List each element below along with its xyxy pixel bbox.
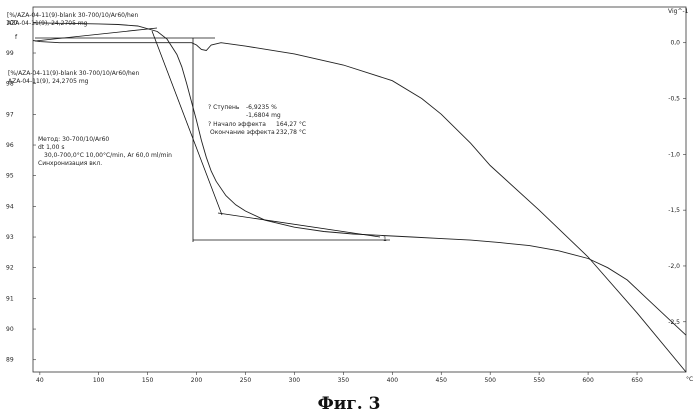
x-axis-unit-label: °C — [686, 376, 693, 383]
method-line-4: Синхронизация вкл. — [38, 160, 102, 167]
onset-label: ? Начало эффекта — [208, 121, 266, 128]
step-end-marker: 1 — [383, 236, 387, 243]
dtg-series-line — [33, 41, 686, 373]
x-tick-label: 650 — [631, 377, 643, 384]
x-tick-label: 250 — [240, 377, 252, 384]
endset-label: Окончание эффекта — [210, 129, 275, 136]
step-percent-value: -6,9235 % — [246, 104, 277, 111]
x-tick-label: 200 — [191, 377, 203, 384]
header-line-4: AZA-04-11(9), 24,2705 mg — [8, 78, 89, 85]
left-y-tick-label: 91 — [6, 295, 14, 302]
right-y-tick-label: -0,5 — [668, 96, 680, 103]
header-line-2: AZA-04-11(9), 24,2705 mg — [7, 20, 88, 27]
left-y-tick-label: 94 — [6, 203, 14, 210]
left-y-tick-label: 90 — [6, 326, 14, 333]
baseline-tangent-line — [35, 28, 157, 41]
left-y-tick-label: 95 — [6, 173, 14, 180]
x-tick-label: 100 — [93, 377, 105, 384]
x-tick-label: 600 — [582, 377, 594, 384]
left-y-tick-label: 92 — [6, 265, 14, 272]
x-tick-label: 150 — [142, 377, 154, 384]
figure-caption: Фиг. 3 — [318, 394, 381, 414]
x-tick-label: 40 — [36, 377, 44, 384]
x-tick-label: 500 — [484, 377, 496, 384]
x-tick-label: 300 — [289, 377, 301, 384]
method-line-1: Метод: 30-700/10/Ar60 — [38, 136, 109, 143]
right-y-tick-label: -2,5 — [668, 319, 680, 326]
x-tick-label: 400 — [387, 377, 399, 384]
method-line-2: dt 1,00 s — [38, 144, 64, 151]
step-mg-value: -1,6804 mg — [246, 112, 281, 119]
x-tick-label: 550 — [533, 377, 545, 384]
method-line-3: 30,0-700,0°C 10,00°C/min, Ar 60,0 ml/min — [44, 152, 172, 159]
header-line-1: [%/AZA-04-11(9)-blank 30-700/10/Ar60/hen — [7, 12, 139, 19]
right-y-tick-label: 0,0 — [670, 40, 680, 47]
end-tangent-line — [218, 213, 380, 237]
x-tick-label: 450 — [436, 377, 448, 384]
x-tick-label: 350 — [338, 377, 350, 384]
x-axis-ticks: 40 100 150 200 250 300 350 400 450 500 550 600 650 — [36, 372, 643, 384]
right-y-tick-label: -2,0 — [668, 263, 680, 270]
left-y-tick-label: 97 — [6, 111, 14, 118]
endset-value: 232,78 °C — [276, 129, 306, 136]
plot-frame — [33, 7, 686, 372]
right-y-axis-ticks: 0,0 -0,5 -1,0 -1,5 -2,0 -2,5 — [668, 40, 686, 326]
right-y-tick-label: -1,5 — [668, 207, 680, 214]
left-y-tick-label: 89 — [6, 357, 14, 364]
step-label: ? Ступень — [208, 104, 240, 111]
left-y-tick-label: 99 — [6, 50, 14, 57]
right-y-tick-label: -1,0 — [668, 151, 680, 158]
header-line-3: [%/AZA-04-11(9)-blank 30-700/10/Ar60/hen — [8, 70, 140, 77]
left-y-tick-label: 96 — [6, 142, 14, 149]
onset-value: 164,27 °C — [276, 121, 306, 128]
right-axis-unit-label: Vig^-1 — [668, 8, 689, 15]
tg-curve-end-marker: f — [15, 34, 18, 41]
left-y-tick-label: 93 — [6, 234, 14, 241]
